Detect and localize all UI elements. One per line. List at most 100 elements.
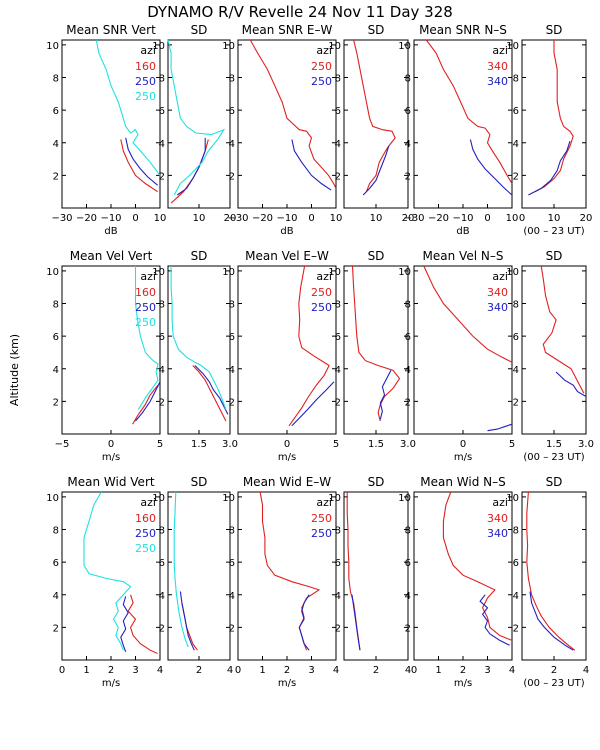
y-tick-label: 2 bbox=[335, 171, 341, 182]
series-line-blue-340 bbox=[555, 371, 587, 397]
x-axis-label: (00 – 23 UT) bbox=[523, 452, 584, 463]
y-tick-label: 2 bbox=[513, 171, 519, 182]
x-tick-label: 10 bbox=[154, 213, 167, 224]
legend-entry-red: 340 bbox=[487, 512, 508, 525]
series-line-red-250 bbox=[249, 39, 337, 189]
panel-title: Mean SNR E–W bbox=[242, 23, 333, 37]
series-line-blue-340 bbox=[469, 139, 513, 196]
series-line-blue-340 bbox=[487, 423, 513, 432]
panel-title: Mean SNR Vert bbox=[66, 23, 156, 37]
y-tick-label: 10 bbox=[46, 493, 59, 504]
x-axis-label: m/s bbox=[454, 678, 472, 689]
y-tick-label: 4 bbox=[229, 365, 235, 376]
x-tick-label: 1 bbox=[259, 665, 265, 676]
y-tick-label: 8 bbox=[335, 74, 341, 85]
y-tick-label: 8 bbox=[335, 300, 341, 311]
x-tick-label: −30 bbox=[51, 213, 72, 224]
x-tick-label: 2 bbox=[196, 665, 202, 676]
y-tick-label: 2 bbox=[159, 171, 165, 182]
x-tick-label: 20 bbox=[580, 213, 593, 224]
y-tick-label: 10 bbox=[398, 493, 411, 504]
y-tick-label: 6 bbox=[159, 558, 165, 569]
y-tick-label: 2 bbox=[405, 397, 411, 408]
y-tick-label: 4 bbox=[513, 591, 519, 602]
y-tick-label: 2 bbox=[53, 397, 59, 408]
x-tick-label: 20 bbox=[224, 213, 237, 224]
legend-entry-red: 250 bbox=[311, 512, 332, 525]
x-tick-label: 3.0 bbox=[578, 439, 594, 450]
legend-entry-blue: 250 bbox=[311, 75, 332, 88]
series-line-cyan-250 bbox=[170, 266, 227, 410]
y-tick-label: 4 bbox=[159, 139, 165, 150]
legend-entry-red: 160 bbox=[135, 60, 156, 73]
y-tick-label: 10 bbox=[152, 41, 165, 52]
legend-entry-cyan: 250 bbox=[135, 90, 156, 103]
legend-heading: azi bbox=[140, 270, 156, 283]
x-axis-label: (00 – 23 UT) bbox=[523, 678, 584, 689]
y-tick-label: 8 bbox=[53, 74, 59, 85]
y-tick-label: 10 bbox=[222, 267, 235, 278]
panel-16: Mean Wid N–S 2 4 6 8 10 0 1 2 3 4 m/s azi 340 340 bbox=[398, 475, 515, 689]
y-tick-label: 6 bbox=[53, 106, 59, 117]
x-axis-label: m/s bbox=[278, 678, 296, 689]
series-line-red-250 bbox=[351, 265, 401, 422]
y-tick-label: 8 bbox=[53, 300, 59, 311]
y-tick-label: 6 bbox=[159, 106, 165, 117]
panel-title: Mean Vel E–W bbox=[245, 249, 329, 263]
y-tick-label: 10 bbox=[398, 267, 411, 278]
series-line-red-250 bbox=[346, 492, 361, 651]
y-tick-label: 4 bbox=[513, 365, 519, 376]
series-line-blue-250 bbox=[176, 137, 206, 196]
series-line-red-250 bbox=[353, 39, 396, 192]
legend-heading: azi bbox=[140, 496, 156, 509]
series-line-blue-340 bbox=[528, 140, 571, 196]
y-tick-label: 4 bbox=[405, 591, 411, 602]
panel-frame bbox=[521, 491, 587, 661]
x-tick-label: −5 bbox=[55, 439, 70, 450]
y-tick-label: 4 bbox=[53, 365, 59, 376]
x-tick-label: 0 bbox=[59, 665, 65, 676]
x-tick-label: 4 bbox=[333, 665, 339, 676]
panel-1: SD 2 4 6 8 10 10 20 bbox=[152, 23, 236, 224]
y-tick-label: 6 bbox=[513, 106, 519, 117]
x-tick-label: −10 bbox=[276, 213, 297, 224]
y-tick-label: 6 bbox=[405, 558, 411, 569]
y-tick-label: 8 bbox=[159, 526, 165, 537]
x-tick-label: −20 bbox=[428, 213, 449, 224]
panel-title: Mean Wid N–S bbox=[420, 475, 505, 489]
legend-entry-blue: 250 bbox=[311, 527, 332, 540]
panel-title: SD bbox=[191, 249, 208, 263]
panel-title: SD bbox=[191, 475, 208, 489]
x-tick-label: 3 bbox=[308, 665, 314, 676]
legend-entry-cyan: 250 bbox=[135, 542, 156, 555]
y-axis-label: Altitude (km) bbox=[8, 334, 21, 406]
panel-title: Mean Vel N–S bbox=[423, 249, 504, 263]
x-tick-label: 2 bbox=[108, 665, 114, 676]
x-tick-label: 0 bbox=[132, 213, 138, 224]
x-axis-label: m/s bbox=[454, 452, 472, 463]
panel-12: Mean Wid Vert 2 4 6 8 10 0 1 2 3 4 m/s azi 160 250 250 bbox=[46, 475, 163, 689]
series-line-blue-250 bbox=[291, 139, 332, 191]
y-tick-label: 8 bbox=[405, 526, 411, 537]
x-axis-label: m/s bbox=[102, 678, 120, 689]
series-line-blue-250 bbox=[135, 381, 161, 422]
y-tick-label: 10 bbox=[398, 41, 411, 52]
x-axis-label: dB bbox=[104, 226, 117, 237]
legend-entry-blue: 340 bbox=[487, 75, 508, 88]
panel-frame bbox=[521, 39, 587, 209]
x-tick-label: 0 bbox=[284, 439, 290, 450]
y-tick-label: 6 bbox=[229, 558, 235, 569]
panel-title: SD bbox=[368, 23, 385, 37]
series-line-red-340 bbox=[442, 491, 513, 641]
panel-title: Mean SNR N–S bbox=[419, 23, 507, 37]
y-tick-label: 10 bbox=[328, 493, 341, 504]
x-tick-label: −30 bbox=[403, 213, 424, 224]
panel-title: SD bbox=[368, 249, 385, 263]
y-tick-label: 6 bbox=[335, 558, 341, 569]
y-tick-label: 4 bbox=[405, 139, 411, 150]
x-tick-label: −10 bbox=[100, 213, 121, 224]
y-tick-label: 6 bbox=[53, 558, 59, 569]
y-tick-label: 2 bbox=[229, 623, 235, 634]
series-line-red-340 bbox=[526, 491, 576, 651]
